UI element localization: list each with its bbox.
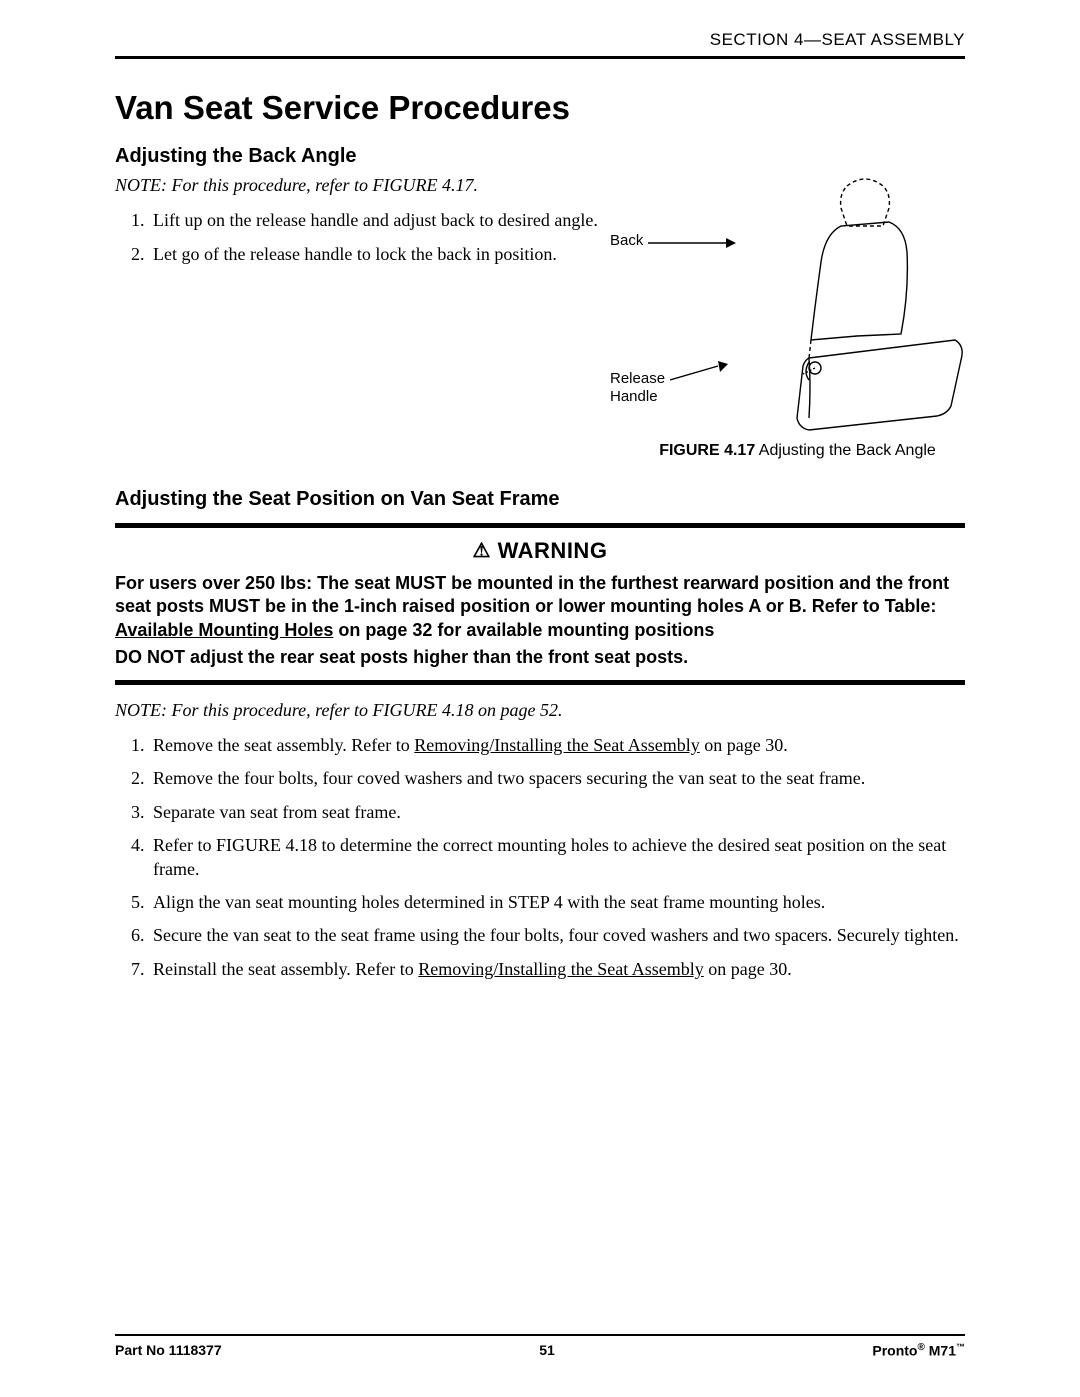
page: SECTION 4—SEAT ASSEMBLY Van Seat Service… bbox=[0, 0, 1080, 1397]
warning-text: DO NOT adjust the rear seat posts higher… bbox=[115, 646, 965, 669]
label-release-2: Handle bbox=[610, 388, 658, 405]
warning-text: For users over 250 lbs: The seat MUST be… bbox=[115, 573, 949, 616]
step-item: Remove the seat assembly. Refer to Remov… bbox=[149, 734, 965, 757]
step-text: Remove the seat assembly. Refer to bbox=[153, 735, 414, 755]
warning-text: on page 32 for available mounting positi… bbox=[333, 620, 714, 640]
warning-box: ⚠ WARNING For users over 250 lbs: The se… bbox=[115, 523, 965, 685]
note-sec2: NOTE: For this procedure, refer to FIGUR… bbox=[115, 699, 965, 722]
figure-caption: FIGURE 4.17 Adjusting the Back Angle bbox=[630, 442, 965, 460]
subheading-seat-position: Adjusting the Seat Position on Van Seat … bbox=[115, 488, 965, 511]
section-header: SECTION 4—SEAT ASSEMBLY bbox=[115, 30, 965, 59]
footer-product: Pronto® M71™ bbox=[872, 1342, 965, 1359]
steps-sec1: Lift up on the release handle and adjust… bbox=[149, 209, 610, 266]
step-text: on page 30. bbox=[700, 735, 788, 755]
footer-brand: Pronto bbox=[872, 1343, 917, 1359]
step-item: Align the van seat mounting holes determ… bbox=[149, 891, 965, 914]
step-text: on page 30. bbox=[704, 959, 792, 979]
subheading-back-angle: Adjusting the Back Angle bbox=[115, 145, 965, 168]
step-item: Separate van seat from seat frame. bbox=[149, 801, 965, 824]
arrow-icon bbox=[648, 236, 736, 250]
figure-caption-text: Adjusting the Back Angle bbox=[755, 442, 936, 459]
page-title: Van Seat Service Procedures bbox=[115, 89, 965, 127]
step-item: Secure the van seat to the seat frame us… bbox=[149, 924, 965, 947]
xref-link[interactable]: Removing/Installing the Seat Assembly bbox=[414, 735, 699, 755]
page-footer: Part No 1118377 51 Pronto® M71™ bbox=[115, 1334, 965, 1359]
footer-part-no: Part No 1118377 bbox=[115, 1342, 222, 1359]
arrow-icon bbox=[670, 360, 730, 386]
warning-label: WARNING bbox=[498, 538, 608, 563]
step-item: Refer to FIGURE 4.18 to determine the co… bbox=[149, 834, 965, 881]
step-text: Reinstall the seat assembly. Refer to bbox=[153, 959, 418, 979]
steps-sec2: Remove the seat assembly. Refer to Remov… bbox=[149, 734, 965, 981]
step-item: Reinstall the seat assembly. Refer to Re… bbox=[149, 958, 965, 981]
xref-link[interactable]: Removing/Installing the Seat Assembly bbox=[418, 959, 703, 979]
reg-icon: ® bbox=[917, 1342, 924, 1353]
two-column-row: NOTE: For this procedure, refer to FIGUR… bbox=[115, 174, 965, 460]
seat-diagram-icon bbox=[745, 174, 965, 434]
step-item: Lift up on the release handle and adjust… bbox=[149, 209, 610, 232]
tm-icon: ™ bbox=[956, 1342, 965, 1352]
step-item: Let go of the release handle to lock the… bbox=[149, 243, 610, 266]
step-item: Remove the four bolts, four coved washer… bbox=[149, 767, 965, 790]
figure-4-17: Back Release Handle bbox=[630, 174, 965, 434]
warning-body: For users over 250 lbs: The seat MUST be… bbox=[115, 572, 965, 670]
footer-page-number: 51 bbox=[539, 1342, 555, 1359]
label-back: Back bbox=[610, 232, 643, 249]
footer-model: M71 bbox=[925, 1343, 956, 1359]
warning-title: ⚠ WARNING bbox=[115, 538, 965, 564]
label-release-1: Release bbox=[610, 370, 665, 387]
warning-icon: ⚠ bbox=[473, 540, 491, 562]
warning-link[interactable]: Available Mounting Holes bbox=[115, 620, 333, 640]
figure-column: Back Release Handle FIGURE 4.17 Adjustin… bbox=[630, 174, 965, 460]
figure-number: FIGURE 4.17 bbox=[659, 442, 755, 459]
left-column: NOTE: For this procedure, refer to FIGUR… bbox=[115, 174, 610, 460]
note-sec1: NOTE: For this procedure, refer to FIGUR… bbox=[115, 174, 610, 197]
